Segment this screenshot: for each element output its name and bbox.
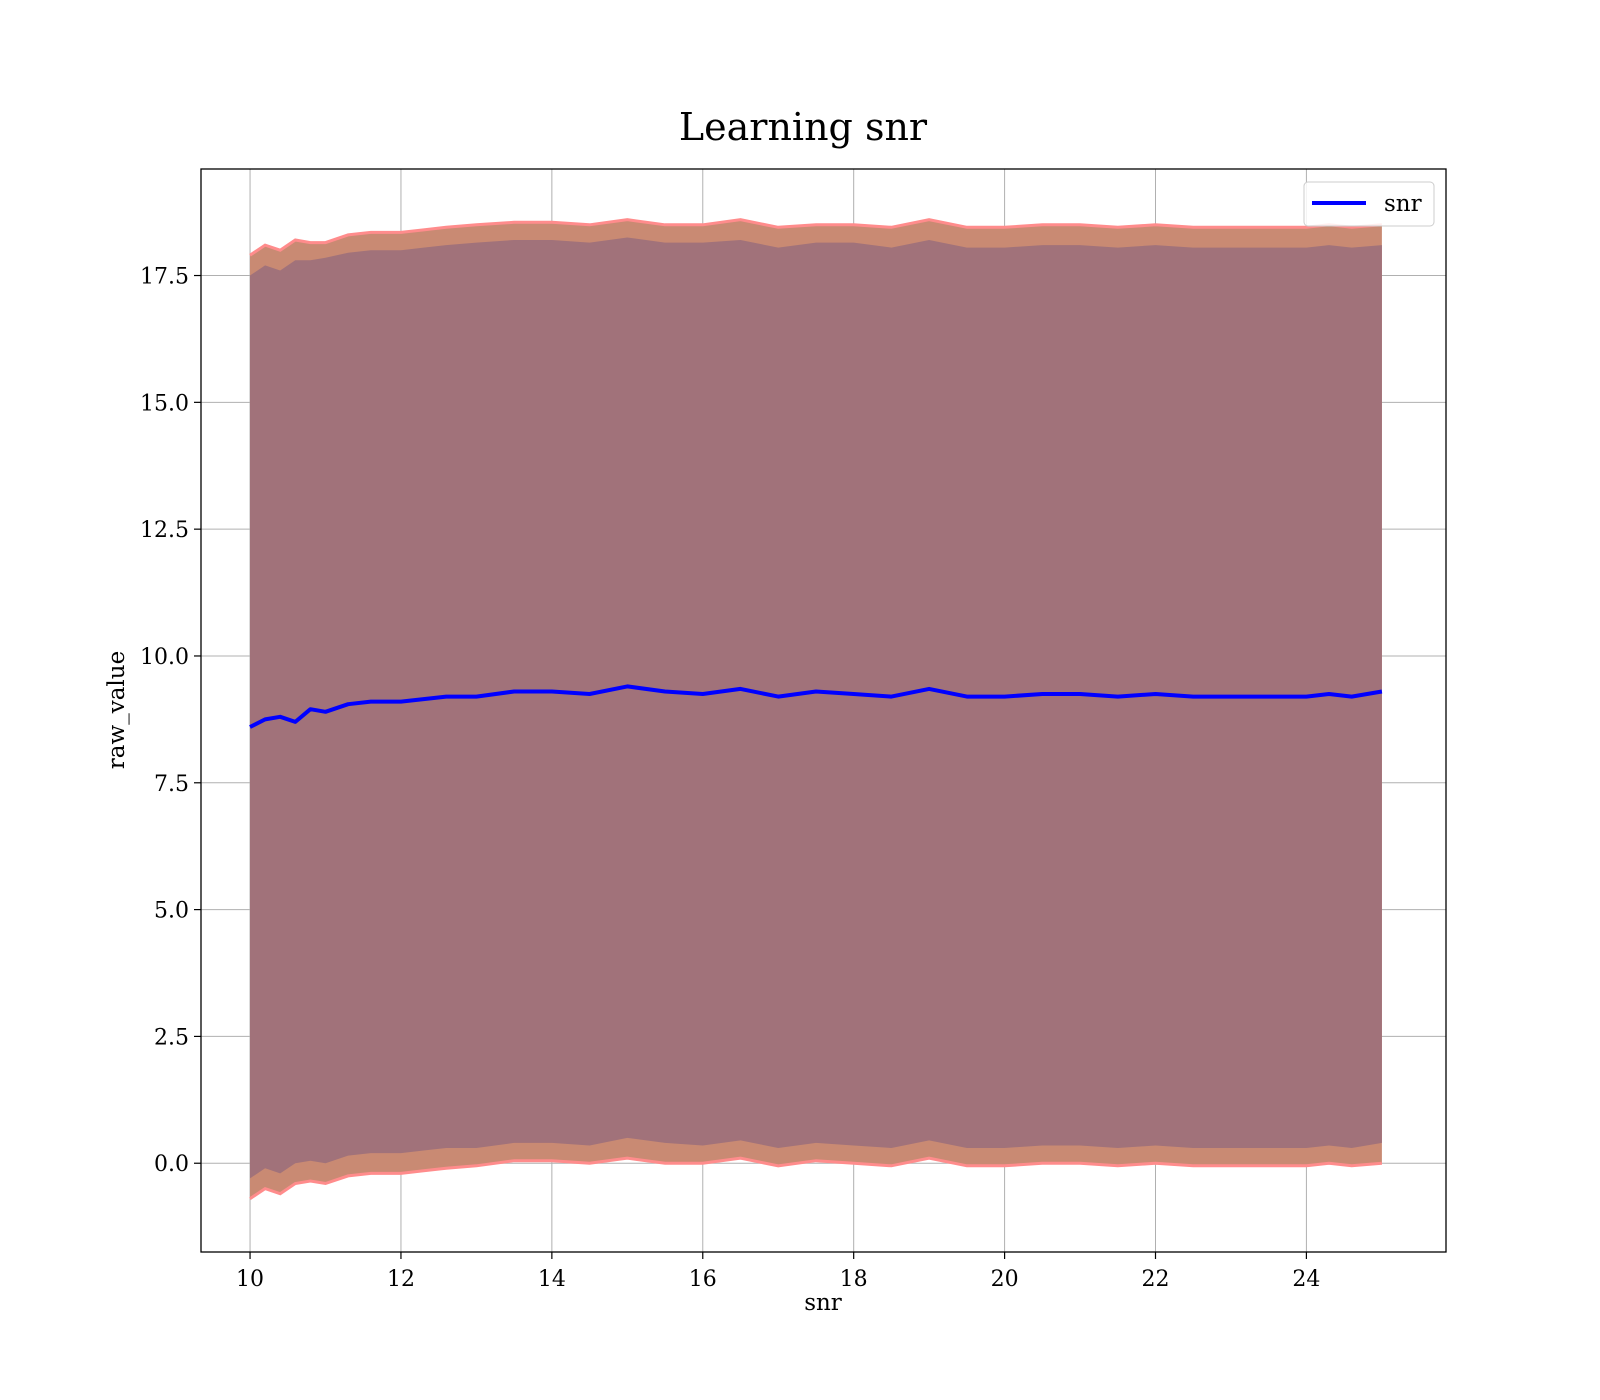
bands bbox=[249, 218, 1383, 1200]
plot-frame bbox=[200, 168, 1447, 1253]
chart-title: Learning snr bbox=[679, 105, 928, 149]
x-tick-label: 22 bbox=[1142, 1267, 1170, 1292]
outer-band-upper-edge bbox=[249, 218, 1383, 257]
x-tick-label: 24 bbox=[1292, 1267, 1320, 1292]
y-tick-label: 10.0 bbox=[140, 645, 189, 670]
series-line-snr bbox=[249, 684, 1383, 729]
x-tick-label: 10 bbox=[236, 1267, 264, 1292]
x-tick-label: 18 bbox=[840, 1267, 868, 1292]
legend: snr bbox=[1303, 181, 1435, 227]
y-tick-label: 0.0 bbox=[154, 1152, 189, 1177]
series-lines bbox=[249, 684, 1383, 729]
legend-label-snr: snr bbox=[1384, 191, 1422, 217]
x-tick-label: 12 bbox=[387, 1267, 415, 1292]
x-tick-label: 16 bbox=[689, 1267, 717, 1292]
y-axis-label: raw_value bbox=[104, 651, 130, 769]
y-tick-label: 12.5 bbox=[140, 518, 189, 543]
inner-confidence-band bbox=[250, 237, 1382, 1179]
outer-band-lower-edge bbox=[249, 1156, 1383, 1200]
y-tick-label: 2.5 bbox=[154, 1025, 189, 1050]
legend-box bbox=[1303, 181, 1435, 227]
x-tick-label: 20 bbox=[991, 1267, 1019, 1292]
y-tick-label: 17.5 bbox=[140, 265, 189, 290]
x-tick-label: 14 bbox=[538, 1267, 566, 1292]
x-axis-ticks: 10 12 14 16 18 20 22 24 bbox=[236, 1252, 1320, 1292]
y-tick-label: 7.5 bbox=[154, 772, 189, 797]
y-tick-label: 5.0 bbox=[154, 899, 189, 924]
y-tick-label: 15.0 bbox=[140, 391, 189, 416]
y-axis-ticks: 0.0 2.5 5.0 7.5 10.0 12.5 15.0 17.5 bbox=[140, 265, 201, 1177]
x-axis-label: snr bbox=[804, 1290, 842, 1316]
